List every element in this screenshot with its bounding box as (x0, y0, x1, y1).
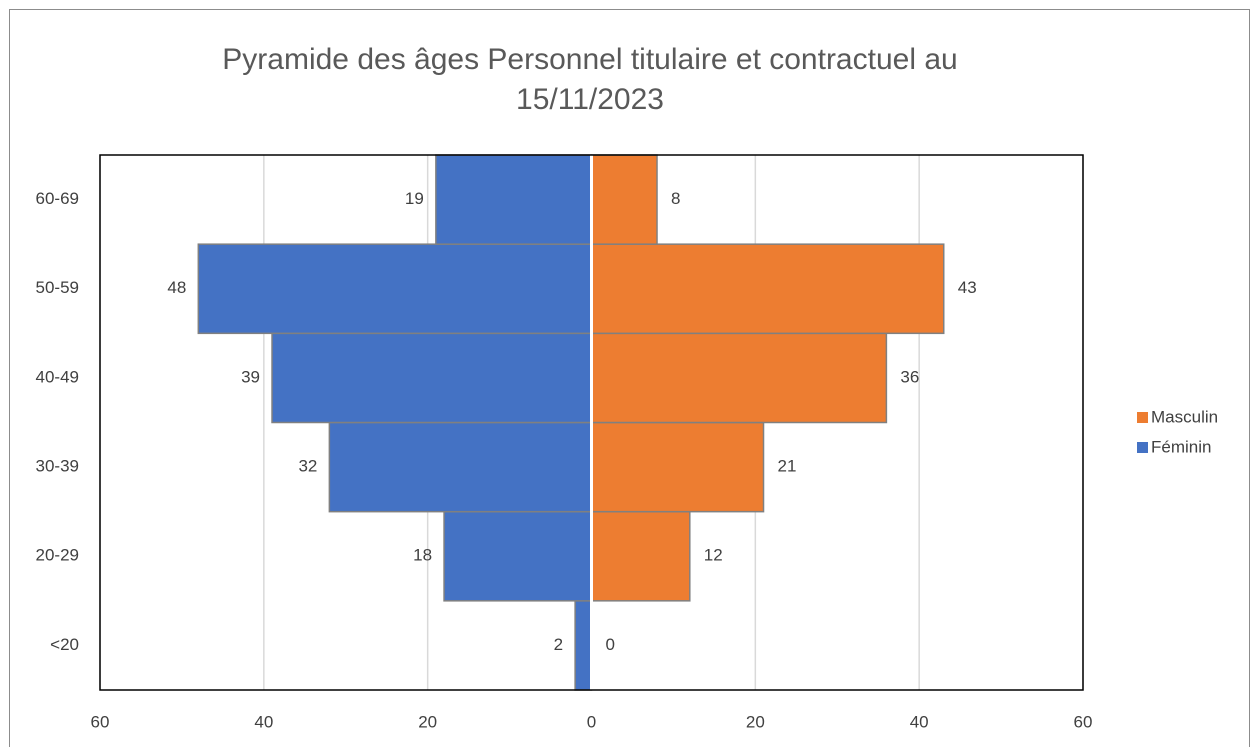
y-tick-label: 30-39 (36, 457, 79, 476)
bar (435, 154, 593, 245)
y-tick-label: <20 (50, 635, 79, 654)
bar (328, 421, 593, 513)
y-tick-label: 40-49 (36, 367, 79, 386)
bar (271, 332, 593, 424)
x-tick-label: 40 (910, 712, 929, 731)
bar (590, 510, 691, 602)
data-label: 36 (900, 367, 919, 386)
data-label: 2 (554, 635, 563, 654)
legend-swatch (1137, 412, 1148, 423)
bar (443, 510, 593, 602)
bar (590, 332, 888, 424)
x-tick-label: 60 (1074, 712, 1093, 731)
legend-label: Masculin (1151, 407, 1218, 426)
x-tick-label: 0 (587, 712, 596, 731)
data-label: 8 (671, 189, 680, 208)
data-label: 18 (413, 546, 432, 565)
data-label: 12 (704, 546, 723, 565)
plot-frame (99, 154, 1084, 691)
bar (590, 243, 945, 335)
data-label: 21 (778, 457, 797, 476)
y-tick-label: 50-59 (36, 278, 79, 297)
legend-label: Féminin (1151, 437, 1211, 456)
y-tick-label: 60-69 (36, 189, 79, 208)
bar (197, 243, 593, 335)
data-label: 48 (167, 278, 186, 297)
x-tick-label: 20 (746, 712, 765, 731)
legend-swatch (1137, 442, 1148, 453)
bar (590, 154, 658, 245)
bar (574, 600, 593, 691)
data-label: 32 (298, 457, 317, 476)
chart-title: Pyramide des âges Personnel titulaire et… (222, 43, 958, 116)
data-label: 43 (958, 278, 977, 297)
data-label: 19 (405, 189, 424, 208)
x-tick-label: 20 (418, 712, 437, 731)
chart-frame (9, 9, 1250, 747)
bar (590, 421, 765, 513)
data-label: 0 (606, 635, 615, 654)
y-tick-label: 20-29 (36, 546, 79, 565)
x-tick-label: 40 (254, 712, 273, 731)
data-label: 39 (241, 367, 260, 386)
x-tick-label: 60 (91, 712, 110, 731)
